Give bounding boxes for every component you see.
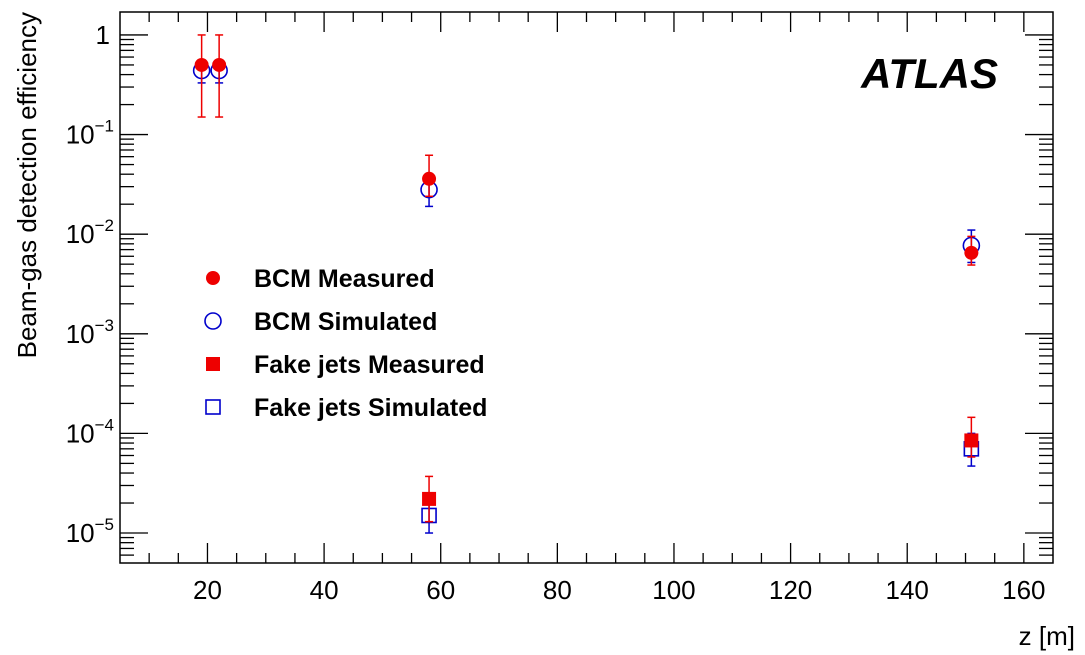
x-tick-label: 140	[886, 575, 929, 605]
data-point	[212, 57, 227, 72]
data-markers	[192, 34, 981, 534]
y-tick-exponent: −2	[95, 216, 114, 235]
data-point	[422, 171, 437, 186]
y-tick-base: 10	[66, 418, 95, 448]
y-tick-label: 10−5	[66, 515, 114, 548]
y-axis-title: Beam-gas detection efficiency	[12, 12, 42, 358]
y-tick-base: 10	[66, 518, 95, 548]
x-tick-label: 40	[310, 575, 339, 605]
y-tick-label: 10−2	[66, 216, 114, 249]
y-tick-base: 10	[66, 120, 95, 150]
x-axis-title: z [m]	[1019, 621, 1075, 651]
legend: BCM Measured BCM Simulated Fake jets Measu…	[204, 265, 487, 422]
x-tick-label: 160	[1002, 575, 1045, 605]
data-point	[194, 57, 209, 72]
series-bcm-measured	[194, 34, 979, 266]
y-tick-base: 10	[66, 219, 95, 249]
legend-label: BCM Measured	[254, 265, 435, 293]
legend-label: BCM Simulated	[254, 308, 437, 336]
series-fake-jets-simulated	[421, 432, 980, 534]
y-tick-exponent: −4	[95, 415, 114, 434]
y-tick-label: 10−4	[66, 415, 114, 448]
legend-marker	[206, 357, 220, 371]
x-tick-label: 120	[769, 575, 812, 605]
legend-marker	[205, 399, 221, 415]
data-point	[422, 491, 437, 506]
x-tick-label: 100	[652, 575, 695, 605]
x-tick-label: 60	[426, 575, 455, 605]
tick-labels: 20 40 60 80 100 120 140 160110−110−210−310−410−…	[66, 20, 1046, 605]
y-tick-exponent: −3	[95, 316, 114, 335]
y-tick-label: 1	[96, 20, 110, 50]
data-point	[964, 433, 979, 448]
y-tick-exponent: −1	[95, 117, 114, 136]
legend-marker	[206, 271, 220, 285]
series-fake-jets-measured	[422, 416, 979, 523]
data-point	[964, 245, 979, 260]
x-tick-label: 80	[543, 575, 572, 605]
legend-label: Fake jets Simulated	[254, 394, 487, 422]
atlas-label: ATLAS	[860, 50, 998, 97]
legend-label: Fake jets Measured	[254, 351, 485, 379]
y-tick-base: 10	[66, 319, 95, 349]
x-tick-label: 20	[193, 575, 222, 605]
legend-marker	[204, 312, 222, 330]
axis-ticks	[120, 12, 1053, 563]
y-tick-label: 10−3	[66, 316, 114, 349]
y-tick-label: 10−1	[66, 117, 114, 150]
y-tick-exponent: −5	[95, 515, 114, 534]
